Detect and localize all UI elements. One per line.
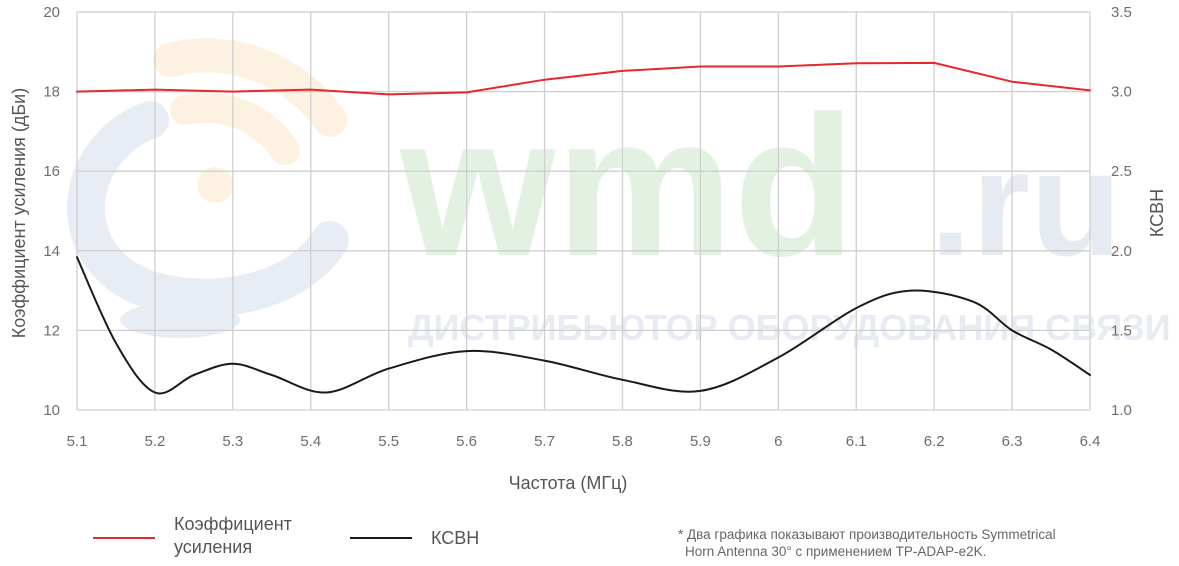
y-right-tick-label: 2.0 (1111, 243, 1132, 260)
x-tick-label: 6.4 (1080, 433, 1101, 450)
y-right-tick-label: 3.5 (1111, 4, 1132, 21)
watermark-logo-icon (67, 38, 349, 338)
y-left-tick-label: 20 (43, 4, 60, 21)
series-lines (76, 61, 1091, 395)
tick-labels: 5.1 5.2 5.3 5.4 5.5 5.6 5.7 5.8 5.9 6 6.1 6.2 6.3 6.4… (43, 4, 1132, 450)
x-axis-title: Частота (МГц) (509, 473, 628, 493)
x-tick-label: 6 (774, 433, 782, 450)
x-tick-label: 6.1 (846, 433, 867, 450)
y-right-tick-label: 3.0 (1111, 84, 1132, 101)
x-tick-label: 5.5 (378, 433, 399, 450)
y-axis-right-title: КСВН (1147, 189, 1167, 237)
watermark-brand: wmd (399, 75, 856, 298)
x-tick-label: 5.2 (144, 433, 165, 450)
x-tick-label: 5.4 (300, 433, 321, 450)
x-tick-label: 5.3 (222, 433, 243, 450)
x-tick-label: 6.2 (924, 433, 945, 450)
y-left-tick-label: 18 (43, 84, 60, 101)
y-right-tick-label: 1.0 (1111, 402, 1132, 419)
watermark: wmd .ru ДИСТРИБЬЮТОР ОБОРУДОВАНИЯ СВЯЗИ (67, 38, 1171, 348)
legend-label-vswr: КСВН (431, 528, 479, 548)
y-axis-left-title: Коэффициент усиления (дБи) (9, 88, 29, 338)
y-left-tick-label: 12 (43, 322, 60, 339)
watermark-tagline: ДИСТРИБЬЮТОР ОБОРУДОВАНИЯ СВЯЗИ (408, 307, 1171, 348)
legend: Коэффициент усиления КСВН (93, 514, 479, 557)
footnote: * Два графика показывают производительно… (678, 526, 1138, 560)
x-tick-label: 5.6 (456, 433, 477, 450)
legend-label-gain-line1: Коэффициент (174, 514, 292, 534)
x-tick-label: 6.3 (1002, 433, 1023, 450)
watermark-brand-suffix: .ru (930, 119, 1122, 287)
y-left-tick-label: 14 (43, 243, 60, 260)
y-right-tick-label: 2.5 (1111, 163, 1132, 180)
y-left-tick-label: 16 (43, 163, 60, 180)
y-left-tick-label: 10 (43, 402, 60, 419)
x-tick-label: 5.9 (690, 433, 711, 450)
y-right-tick-label: 1.5 (1111, 322, 1132, 339)
legend-label-gain: Коэффициент усиления (174, 514, 297, 557)
x-tick-label: 5.8 (612, 433, 633, 450)
footnote-line-1: * Два графика показывают производительно… (678, 527, 1056, 542)
x-tick-label: 5.7 (534, 433, 555, 450)
series-line-vswr (76, 256, 1091, 395)
series-line-gain (76, 61, 1091, 96)
legend-label-gain-line2: усиления (174, 537, 252, 557)
x-tick-label: 5.1 (67, 433, 88, 450)
footnote-line-2: Horn Antenna 30° с применением TP-ADAP-e… (685, 544, 987, 559)
